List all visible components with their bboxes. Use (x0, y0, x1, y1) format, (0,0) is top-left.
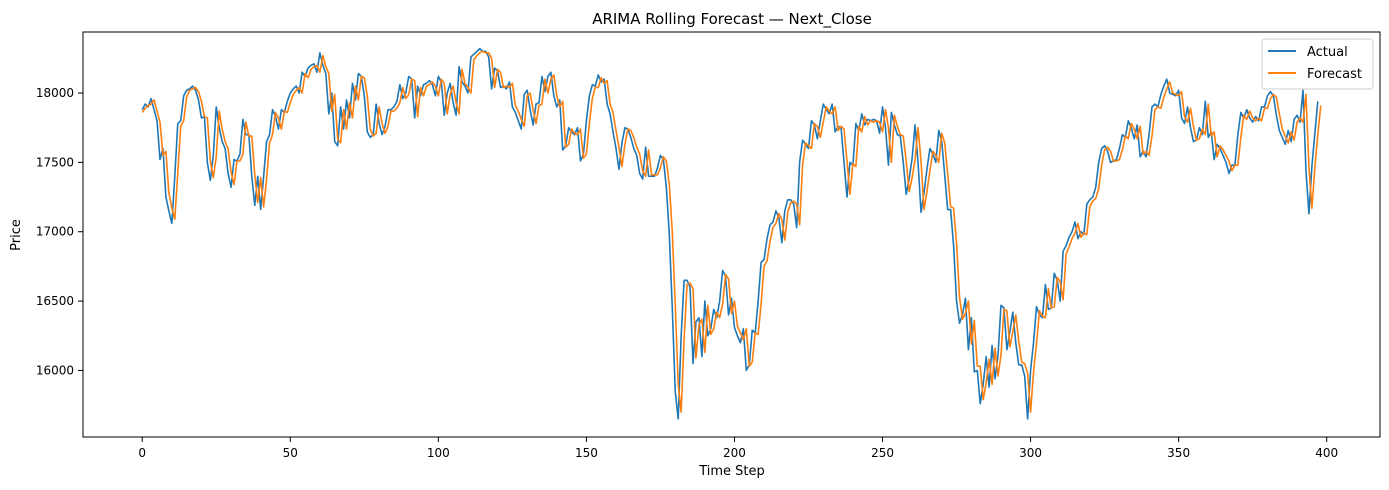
x-tick-label: 50 (283, 446, 298, 460)
x-tick-label: 300 (1019, 446, 1042, 460)
x-axis-label: Time Step (698, 464, 765, 479)
x-tick-label: 150 (575, 446, 598, 460)
y-tick-label: 18000 (36, 86, 74, 100)
plot-area: 0 50 100 150 200 250 300 350 400 16000 16500 17000… (36, 31, 1381, 460)
x-axis: 0 50 100 150 200 250 300 350 400 (138, 437, 1338, 460)
series-layer (141, 47, 1322, 420)
series-line-actual (141, 47, 1319, 420)
plot-frame (82, 31, 1381, 438)
x-tick-label: 350 (1167, 446, 1190, 460)
y-axis: 16000 16500 17000 17500 18000 (36, 86, 83, 377)
legend: Actual Forecast (1261, 38, 1374, 90)
y-tick-label: 17000 (36, 225, 74, 239)
series-line-forecast (141, 50, 1322, 413)
y-tick-label: 16500 (36, 294, 74, 308)
y-tick-label: 16000 (36, 363, 74, 377)
chart-title: ARIMA Rolling Forecast — Next_Close (592, 10, 872, 29)
legend-label-forecast: Forecast (1307, 67, 1362, 82)
x-tick-label: 100 (427, 446, 450, 460)
x-tick-label: 250 (871, 446, 894, 460)
legend-label-actual: Actual (1307, 45, 1348, 60)
x-tick-label: 400 (1315, 446, 1338, 460)
y-axis-label: Price (9, 219, 24, 251)
y-tick-label: 17500 (36, 155, 74, 169)
x-tick-label: 0 (138, 446, 146, 460)
x-tick-label: 200 (723, 446, 746, 460)
